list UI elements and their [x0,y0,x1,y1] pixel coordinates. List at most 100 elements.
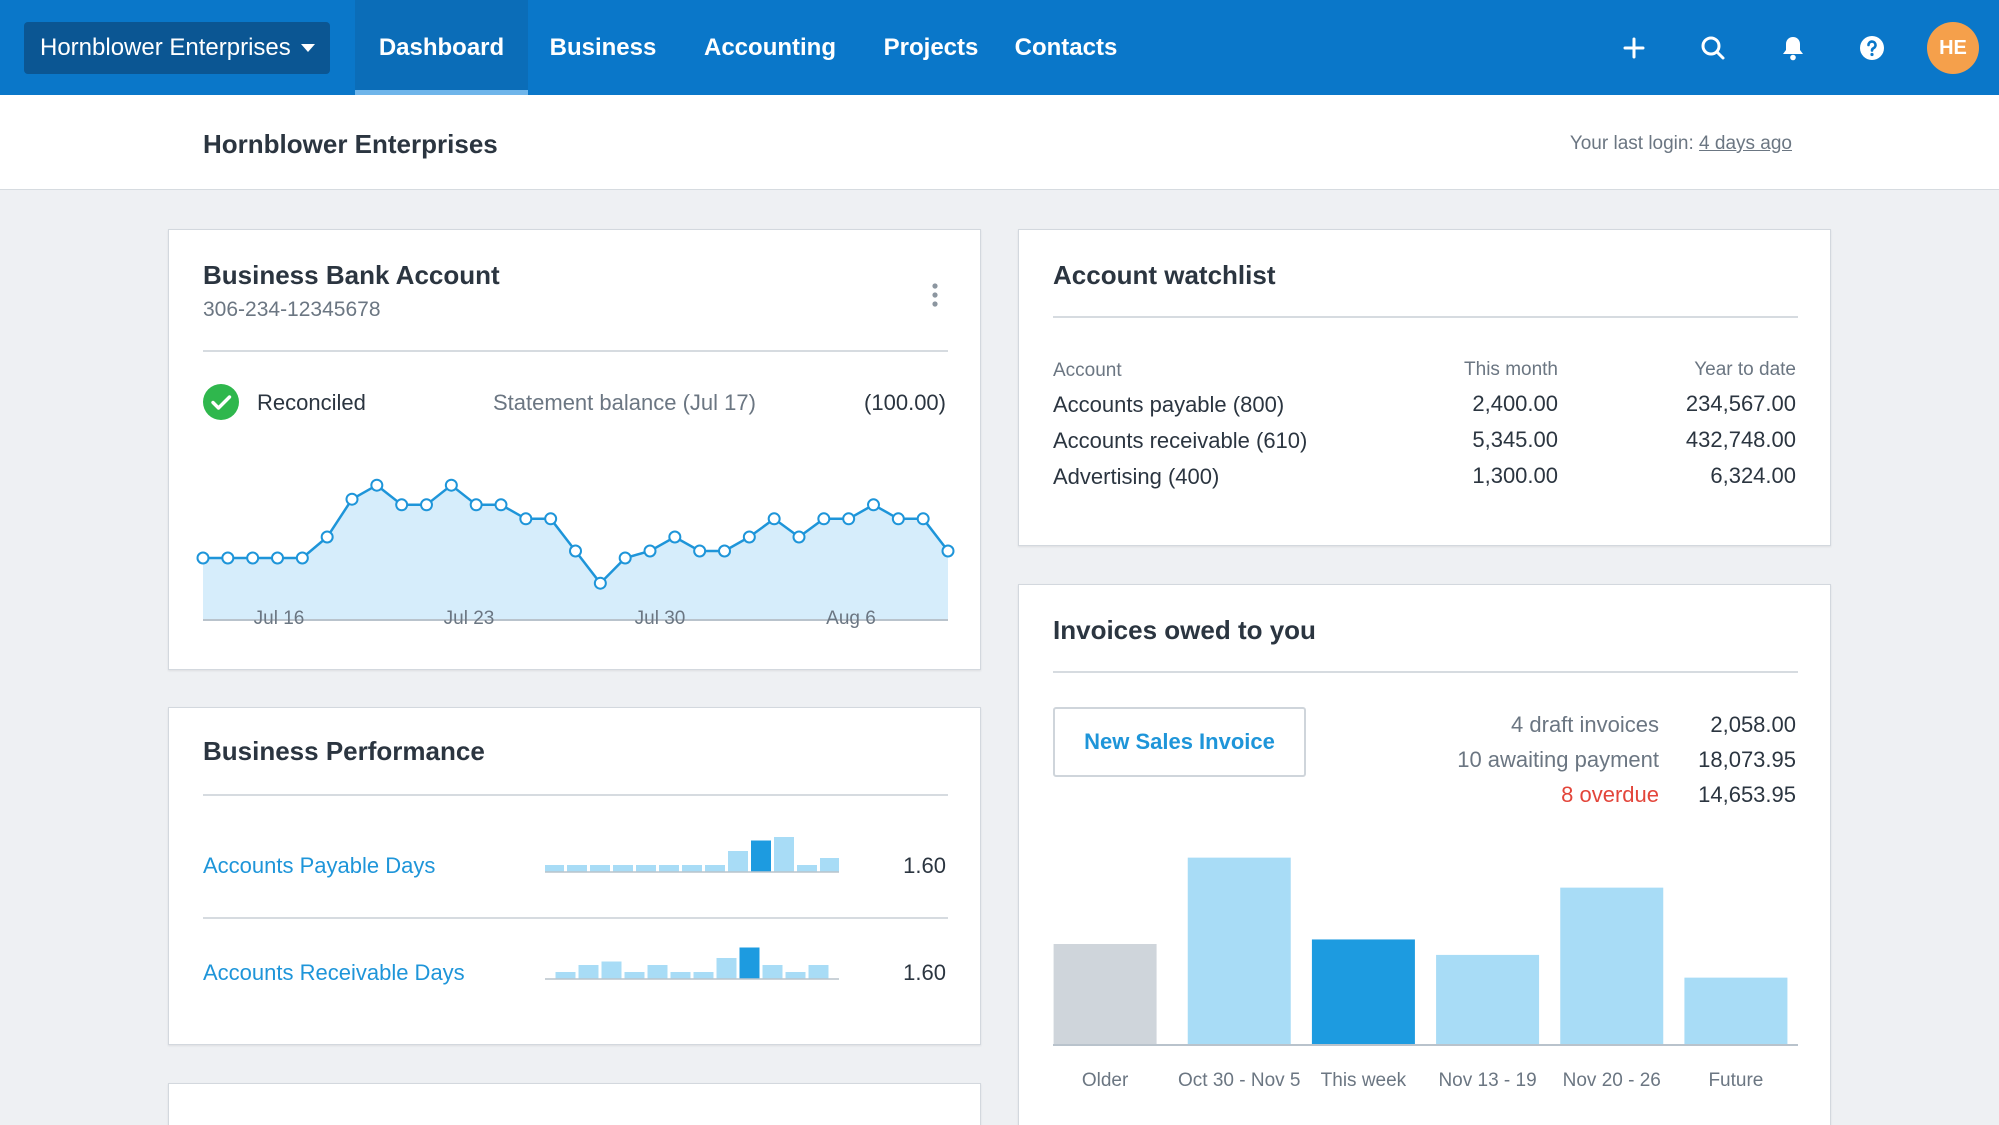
balance-point [494,498,508,512]
statement-balance-label: Statement balance (Jul 17) [493,390,756,415]
tab-contacts[interactable]: Contacts [1006,0,1126,95]
balance-point [916,512,930,526]
balance-point [370,478,384,492]
balance-point [941,544,955,558]
column-header-year-to-date: Year to date [1694,359,1796,380]
more-options-icon[interactable] [923,280,947,310]
spark-bar [785,972,806,979]
accounts-payable-sparkbars [545,837,839,873]
x-tick-label: Older [1082,1070,1129,1091]
spark-bar [762,965,783,979]
balance-point [320,530,334,544]
balance-point [693,544,707,558]
spark-bar [601,961,622,979]
watchlist-row-this-month: 2,400.00 [1472,391,1558,416]
balance-point [544,512,558,526]
business-performance-card: Business Performance Accounts Payable Da… [168,707,981,1045]
new-sales-invoice-button[interactable]: New Sales Invoice [1053,707,1306,777]
spark-bar [751,840,771,872]
account-watchlist-card: Account watchlist Account This month Yea… [1018,229,1831,546]
watchlist-row-year-to-date: 6,324.00 [1710,463,1796,488]
tab-contacts-label: Contacts [1014,33,1118,61]
caret-down-icon [300,44,315,52]
organization-name: Hornblower Enterprises [40,34,291,61]
column-header-this-month: This month [1464,359,1558,380]
x-tick-label: Aug 6 [826,608,876,629]
draft-invoices-label[interactable]: 4 draft invoices [1511,712,1659,737]
balance-point [767,512,781,526]
watchlist-row-year-to-date: 234,567.00 [1685,391,1796,416]
statement-balance-value: (100.00) [864,390,946,415]
x-tick-label: Oct 30 - Nov 5 [1178,1070,1301,1091]
search-icon[interactable] [1689,24,1737,72]
tab-projects[interactable]: Projects [870,0,992,95]
bank-account-card: Business Bank Account 306-234-12345678 R… [168,229,981,670]
balance-point [718,544,731,558]
divider [203,350,948,352]
last-login: Your last login: 4 days ago [1570,133,1792,155]
watchlist-row-account[interactable]: Accounts receivable (610) [1053,428,1308,453]
user-avatar[interactable]: HE [1927,22,1979,74]
watchlist-row-account[interactable]: Advertising (400) [1053,464,1220,489]
avatar-initials: HE [1939,36,1967,59]
accounts-receivable-sparkbars [545,947,839,980]
x-tick-label: Future [1708,1070,1763,1091]
spark-bar [774,837,794,872]
invoices-owed-title: Invoices owed to you [1053,615,1316,645]
help-icon[interactable] [1848,24,1896,72]
overdue-label[interactable]: 8 overdue [1561,782,1659,807]
tab-accounting[interactable]: Accounting [690,0,850,95]
x-tick-label: Nov 13 - 19 [1438,1070,1536,1091]
balance-point [519,512,533,526]
spark-bar [670,972,691,979]
spark-bar [820,858,839,872]
balance-point [295,551,309,565]
balance-point [420,498,433,512]
watchlist-row-this-month: 1,300.00 [1472,463,1558,488]
spark-bar [705,865,725,872]
tab-business[interactable]: Business [538,0,668,95]
spark-bar [624,972,645,979]
bell-icon[interactable] [1769,24,1817,72]
tab-dashboard[interactable]: Dashboard [355,0,528,95]
spark-bar [682,865,702,872]
awaiting-payment-label[interactable]: 10 awaiting payment [1457,747,1659,772]
x-tick-label: Jul 30 [635,608,686,629]
business-performance-title: Business Performance [203,736,485,766]
spark-bar [545,865,564,872]
balance-point [668,530,682,544]
accounts-payable-days-link[interactable]: Accounts Payable Days [203,853,436,878]
watchlist-row-account[interactable]: Accounts payable (800) [1053,392,1285,417]
invoice-bar [1436,954,1540,1044]
balance-point [345,492,359,506]
add-icon[interactable] [1610,24,1658,72]
last-login-link[interactable]: 4 days ago [1699,133,1792,154]
invoice-bar [1187,857,1291,1044]
spark-bar [567,865,587,872]
bank-account-title: Business Bank Account [203,260,500,290]
balance-point [891,512,905,526]
accounts-payable-days-value: 1.60 [903,853,946,878]
x-tick-label: Nov 20 - 26 [1563,1070,1661,1091]
page-header: Hornblower Enterprises Your last login: … [0,95,1999,190]
balance-point [221,551,235,565]
page-title: Hornblower Enterprises [203,129,498,159]
spark-bar [716,958,737,979]
invoices-owed-card: Invoices owed to you New Sales Invoice 4… [1018,584,1831,1125]
spark-bar [590,865,610,872]
spark-bar [728,851,748,872]
spark-bar [613,865,633,872]
tab-business-label: Business [549,33,657,61]
balance-point [742,530,756,544]
accounts-receivable-days-link[interactable]: Accounts Receivable Days [203,960,465,985]
spark-bar [647,965,668,979]
organization-switcher[interactable]: Hornblower Enterprises [24,22,330,74]
balance-point [842,512,856,526]
balance-point [569,544,582,558]
spark-bar [797,865,817,872]
balance-point [593,576,607,590]
draft-invoices-value: 2,058.00 [1710,712,1796,737]
tab-accounting-label: Accounting [704,33,836,61]
spark-bar [578,965,599,979]
balance-point [643,544,657,558]
